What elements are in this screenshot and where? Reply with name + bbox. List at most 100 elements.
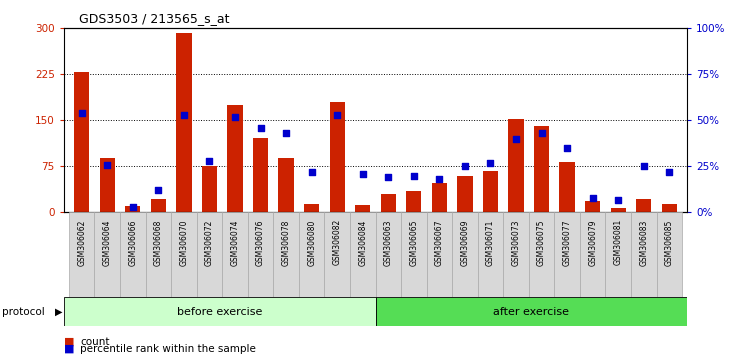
Text: GSM306075: GSM306075: [537, 219, 546, 266]
Text: GSM306066: GSM306066: [128, 219, 137, 266]
Bar: [69, 212, 95, 297]
Bar: [580, 212, 605, 297]
Text: GSM306082: GSM306082: [333, 219, 342, 266]
Point: [561, 145, 573, 151]
Text: GDS3503 / 213565_s_at: GDS3503 / 213565_s_at: [79, 12, 229, 25]
Bar: [74, 73, 89, 212]
Point: [510, 136, 522, 142]
Bar: [202, 166, 217, 212]
Text: GSM306077: GSM306077: [562, 219, 572, 266]
Text: GSM306069: GSM306069: [460, 219, 469, 266]
Point: [127, 204, 139, 210]
Text: GSM306068: GSM306068: [154, 219, 163, 266]
Bar: [559, 162, 575, 212]
Text: GSM306070: GSM306070: [179, 219, 189, 266]
Bar: [636, 199, 651, 212]
Bar: [452, 212, 478, 297]
Text: GSM306084: GSM306084: [358, 219, 367, 266]
Bar: [631, 212, 656, 297]
Bar: [100, 158, 115, 212]
Text: GSM306071: GSM306071: [486, 219, 495, 266]
Bar: [324, 212, 350, 297]
Text: GSM306072: GSM306072: [205, 219, 214, 266]
Bar: [120, 212, 146, 297]
Bar: [64, 297, 376, 326]
Bar: [427, 212, 452, 297]
Text: GSM306063: GSM306063: [384, 219, 393, 266]
Bar: [355, 205, 370, 212]
Bar: [534, 126, 549, 212]
Bar: [146, 212, 171, 297]
Text: GSM306078: GSM306078: [282, 219, 291, 266]
Text: GSM306064: GSM306064: [103, 219, 112, 266]
Text: GSM306083: GSM306083: [639, 219, 648, 266]
Point: [357, 171, 369, 177]
Text: GSM306067: GSM306067: [435, 219, 444, 266]
Point: [280, 130, 292, 136]
Bar: [273, 212, 299, 297]
Text: percentile rank within the sample: percentile rank within the sample: [80, 344, 256, 354]
Text: GSM306080: GSM306080: [307, 219, 316, 266]
Point: [152, 188, 164, 193]
Text: protocol: protocol: [2, 307, 44, 316]
Bar: [611, 208, 626, 212]
Text: GSM306062: GSM306062: [77, 219, 86, 266]
Point: [178, 112, 190, 118]
Bar: [176, 33, 192, 212]
Bar: [350, 212, 376, 297]
Bar: [503, 212, 529, 297]
Bar: [125, 206, 140, 212]
Bar: [381, 194, 396, 212]
Bar: [279, 158, 294, 212]
Bar: [95, 212, 120, 297]
Bar: [330, 102, 345, 212]
Bar: [605, 212, 631, 297]
Bar: [432, 183, 447, 212]
Point: [612, 197, 624, 202]
Text: GSM306074: GSM306074: [231, 219, 240, 266]
Bar: [585, 201, 600, 212]
Point: [204, 158, 216, 164]
Bar: [401, 212, 427, 297]
Bar: [171, 212, 197, 297]
Bar: [508, 119, 523, 212]
Text: GSM306085: GSM306085: [665, 219, 674, 266]
Text: before exercise: before exercise: [177, 307, 262, 316]
Bar: [248, 212, 273, 297]
Point: [433, 176, 445, 182]
Bar: [662, 204, 677, 212]
Text: ■: ■: [64, 344, 74, 354]
Bar: [299, 212, 324, 297]
Bar: [222, 212, 248, 297]
Bar: [478, 212, 503, 297]
Point: [306, 169, 318, 175]
Point: [535, 130, 547, 136]
Bar: [197, 212, 222, 297]
Text: ■: ■: [64, 337, 74, 347]
Point: [484, 160, 496, 166]
Text: after exercise: after exercise: [493, 307, 569, 316]
Text: GSM306079: GSM306079: [588, 219, 597, 266]
Bar: [228, 105, 243, 212]
Point: [331, 112, 343, 118]
Point: [382, 175, 394, 180]
Point: [587, 195, 599, 200]
Bar: [406, 191, 421, 212]
Text: count: count: [80, 337, 110, 347]
Point: [638, 164, 650, 169]
Bar: [151, 199, 166, 212]
Text: GSM306081: GSM306081: [614, 219, 623, 266]
Bar: [304, 204, 319, 212]
Bar: [376, 212, 401, 297]
Point: [459, 164, 471, 169]
Text: GSM306076: GSM306076: [256, 219, 265, 266]
Bar: [554, 212, 580, 297]
Bar: [656, 212, 682, 297]
Text: GSM306065: GSM306065: [409, 219, 418, 266]
Bar: [253, 138, 268, 212]
Text: ▶: ▶: [55, 307, 62, 316]
Point: [408, 173, 420, 178]
Point: [229, 114, 241, 120]
Point: [101, 162, 113, 167]
Bar: [483, 171, 498, 212]
